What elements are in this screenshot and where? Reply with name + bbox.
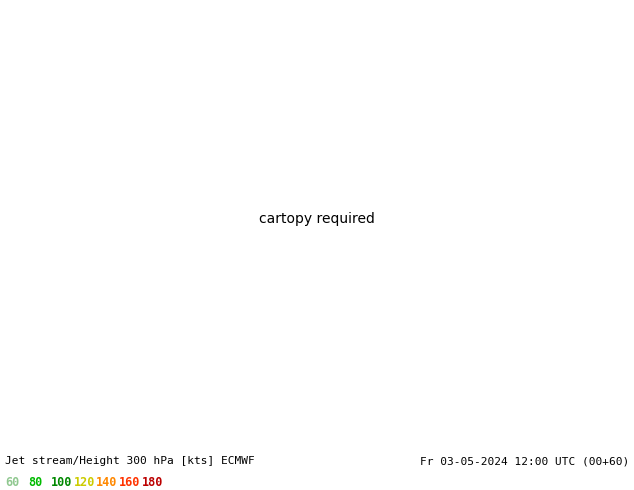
Text: 80: 80 xyxy=(28,476,42,489)
Text: Fr 03-05-2024 12:00 UTC (00+60): Fr 03-05-2024 12:00 UTC (00+60) xyxy=(420,456,629,466)
Text: Jet stream/Height 300 hPa [kts] ECMWF: Jet stream/Height 300 hPa [kts] ECMWF xyxy=(5,456,255,466)
Text: 140: 140 xyxy=(96,476,118,489)
Text: 100: 100 xyxy=(51,476,72,489)
Text: 60: 60 xyxy=(5,476,19,489)
Text: cartopy required: cartopy required xyxy=(259,213,375,226)
Text: 120: 120 xyxy=(74,476,95,489)
Text: 180: 180 xyxy=(142,476,164,489)
Text: 160: 160 xyxy=(119,476,141,489)
